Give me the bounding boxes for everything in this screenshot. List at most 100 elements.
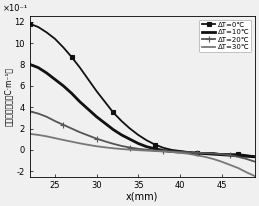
ΔT=20℃ [128,146,131,149]
ΔT=10℃ [28,63,32,66]
ΔT=0℃ [170,149,173,151]
ΔT=10℃ [45,72,48,74]
ΔT=0℃ [203,152,206,154]
X-axis label: x(mm): x(mm) [126,192,159,202]
ΔT=30℃ [253,175,256,177]
ΔT=20℃ [137,147,140,150]
ΔT=20℃ [178,151,181,153]
ΔT=10℃ [187,151,190,154]
ΔT=30℃ [78,142,81,145]
ΔT=0℃ [28,23,32,25]
ΔT=20℃ [145,149,148,151]
ΔT=0℃ [195,152,198,154]
Line: ΔT=30℃: ΔT=30℃ [30,134,255,176]
ΔT=0℃ [120,120,123,122]
ΔT=10℃ [245,155,248,158]
ΔT=30℃ [53,137,56,139]
ΔT=10℃ [220,153,223,156]
Y-axis label: 空间电荷密度（C·m⁻¹）: 空间电荷密度（C·m⁻¹） [4,67,13,126]
ΔT=20℃ [187,151,190,153]
ΔT=30℃ [28,133,32,135]
ΔT=10℃ [153,147,156,150]
ΔT=0℃ [245,154,248,156]
ΔT=0℃ [145,139,148,142]
ΔT=0℃ [212,152,215,154]
ΔT=10℃ [145,145,148,148]
ΔT=0℃ [87,78,90,81]
ΔT=20℃ [245,158,248,160]
ΔT=30℃ [62,139,65,141]
ΔT=0℃ [53,37,56,40]
ΔT=20℃ [120,145,123,147]
ΔT=10℃ [253,156,256,158]
ΔT=30℃ [95,145,98,147]
Line: ΔT=20℃: ΔT=20℃ [27,109,258,164]
ΔT=30℃ [228,164,231,166]
ΔT=30℃ [103,146,106,149]
ΔT=20℃ [28,110,32,113]
ΔT=0℃ [187,151,190,153]
ΔT=0℃ [78,66,81,69]
Line: ΔT=0℃: ΔT=0℃ [28,22,257,158]
ΔT=20℃ [62,124,65,126]
ΔT=20℃ [212,152,215,155]
ΔT=10℃ [103,122,106,124]
ΔT=10℃ [95,116,98,118]
ΔT=30℃ [145,149,148,152]
ΔT=10℃ [128,138,131,140]
ΔT=10℃ [53,78,56,81]
ΔT=30℃ [212,158,215,160]
ΔT=10℃ [87,108,90,110]
ΔT=30℃ [37,134,40,136]
ΔT=0℃ [70,56,73,58]
ΔT=20℃ [95,137,98,140]
ΔT=0℃ [112,111,115,114]
ΔT=30℃ [45,135,48,138]
ΔT=30℃ [112,147,115,150]
Text: ×10⁻¹: ×10⁻¹ [3,4,28,13]
ΔT=20℃ [37,112,40,115]
ΔT=20℃ [203,152,206,154]
ΔT=10℃ [203,152,206,155]
ΔT=30℃ [128,149,131,151]
ΔT=10℃ [37,66,40,69]
ΔT=30℃ [237,167,240,169]
ΔT=0℃ [95,90,98,92]
Line: ΔT=10℃: ΔT=10℃ [30,64,255,157]
ΔT=30℃ [87,144,90,146]
ΔT=20℃ [195,151,198,154]
ΔT=20℃ [78,131,81,133]
ΔT=20℃ [53,120,56,122]
ΔT=0℃ [220,153,223,155]
ΔT=20℃ [87,134,90,137]
ΔT=20℃ [153,149,156,152]
ΔT=10℃ [237,154,240,157]
ΔT=0℃ [137,134,140,136]
ΔT=30℃ [137,149,140,151]
ΔT=0℃ [103,101,106,103]
ΔT=10℃ [162,149,165,152]
ΔT=0℃ [62,46,65,49]
ΔT=20℃ [103,140,106,143]
ΔT=30℃ [178,152,181,154]
ΔT=0℃ [45,31,48,34]
ΔT=30℃ [187,152,190,155]
ΔT=30℃ [170,151,173,153]
ΔT=0℃ [228,153,231,155]
ΔT=10℃ [78,101,81,103]
ΔT=20℃ [237,156,240,158]
ΔT=20℃ [162,150,165,152]
ΔT=30℃ [120,148,123,150]
ΔT=20℃ [228,154,231,156]
ΔT=30℃ [70,140,73,143]
ΔT=20℃ [253,160,256,163]
ΔT=30℃ [162,150,165,153]
ΔT=30℃ [220,160,223,163]
ΔT=20℃ [45,116,48,118]
ΔT=20℃ [112,143,115,145]
Legend: ΔT=0℃, ΔT=10℃, ΔT=20℃, ΔT=30℃: ΔT=0℃, ΔT=10℃, ΔT=20℃, ΔT=30℃ [199,20,251,52]
ΔT=30℃ [153,150,156,152]
ΔT=20℃ [170,150,173,153]
ΔT=10℃ [112,128,115,131]
ΔT=10℃ [195,152,198,154]
